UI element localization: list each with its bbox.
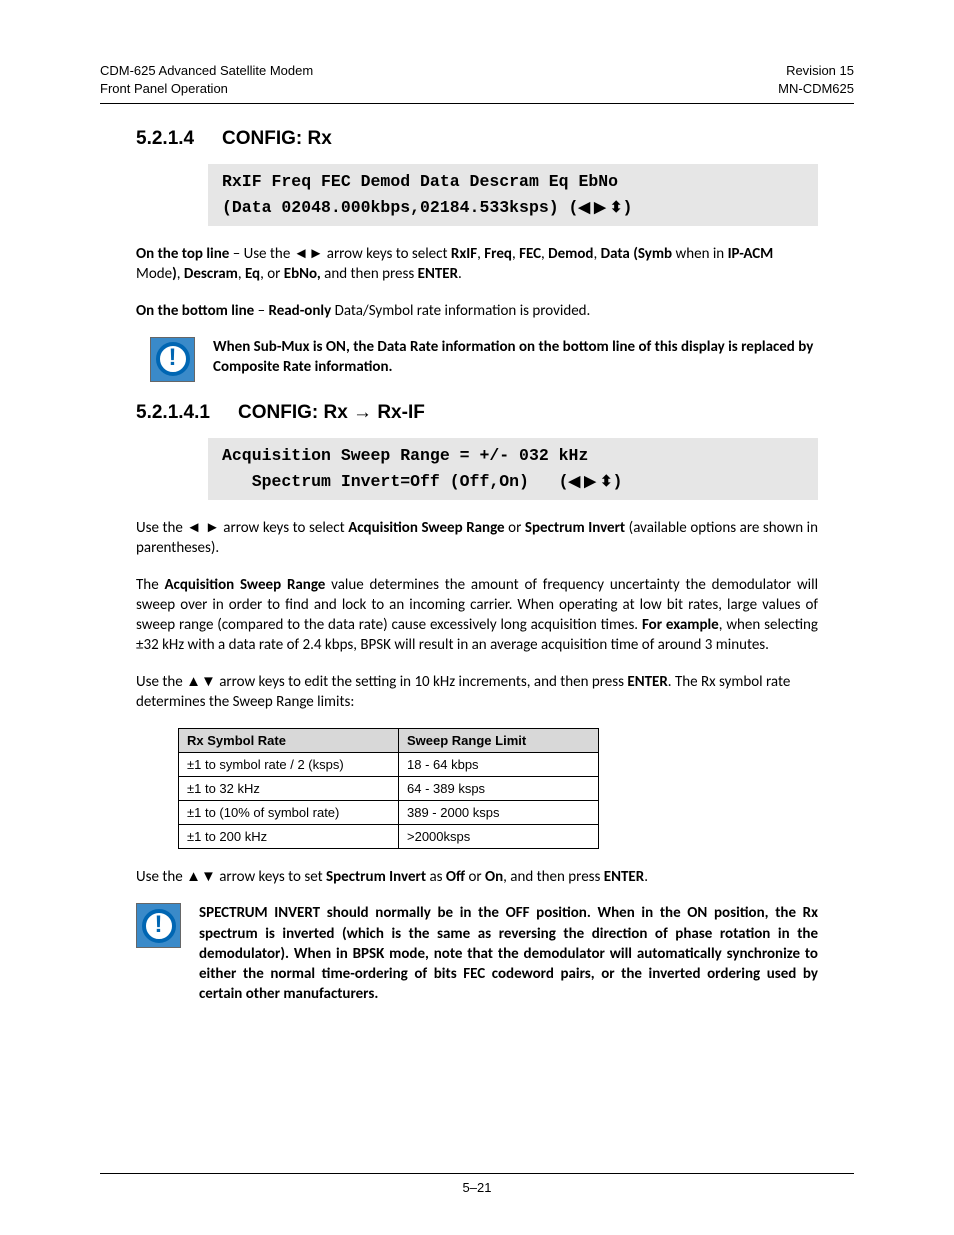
- text: Off: [446, 868, 465, 886]
- text: Spectrum Invert: [525, 519, 625, 537]
- table-row: ±1 to 200 kHz>2000ksps: [179, 825, 599, 849]
- text: .: [458, 265, 462, 283]
- text: Data (Symb: [601, 245, 672, 263]
- lcd-line1: Acquisition Sweep Range = +/- 032 kHz: [222, 446, 588, 465]
- cell: ±1 to 32 kHz: [179, 777, 399, 801]
- section-heading-rx-if: 5.2.1.4.1CONFIG: Rx → Rx-IF: [136, 402, 854, 424]
- paragraph-sweep: The Acquisition Sweep Range value determ…: [136, 575, 818, 656]
- text: Eq: [245, 265, 260, 283]
- note-text: When Sub-Mux is ON, the Data Rate inform…: [213, 337, 818, 378]
- text: ENTER: [418, 265, 458, 283]
- text: ENTER: [627, 673, 667, 691]
- table-row: ±1 to 32 kHz64 - 389 ksps: [179, 777, 599, 801]
- cell: ±1 to 200 kHz: [179, 825, 399, 849]
- cell: ±1 to symbol rate / 2 (ksps): [179, 753, 399, 777]
- section-number: 5.2.1.4: [136, 128, 222, 150]
- text: ,: [177, 265, 184, 283]
- section-number: 5.2.1.4.1: [136, 402, 238, 424]
- doc-section: Front Panel Operation: [100, 80, 313, 98]
- text: –: [254, 302, 268, 320]
- text: On the bottom line: [136, 302, 254, 320]
- lcd-display-rx: RxIF Freq FEC Demod Data Descram Eq EbNo…: [208, 164, 818, 226]
- table-row: ±1 to symbol rate / 2 (ksps)18 - 64 kbps: [179, 753, 599, 777]
- text: On: [485, 868, 503, 886]
- text: ,: [238, 265, 245, 283]
- text: Data/Symbol rate information is provided…: [331, 302, 590, 320]
- text: Use the ▲▼ arrow keys to edit the settin…: [136, 673, 627, 691]
- text: The: [136, 576, 164, 594]
- cell: 64 - 389 ksps: [399, 777, 599, 801]
- text: when in: [672, 245, 727, 263]
- paragraph-select: Use the ◄ ► arrow keys to select Acquisi…: [136, 518, 818, 559]
- section-title: CONFIG: Rx: [222, 128, 332, 149]
- page-number: 5–21: [463, 1180, 492, 1195]
- header-left: CDM-625 Advanced Satellite Modem Front P…: [100, 62, 313, 97]
- text: as: [426, 868, 446, 886]
- footer-rule: [100, 1173, 854, 1174]
- lcd-line2b: ): [622, 198, 632, 217]
- doc-title: CDM-625 Advanced Satellite Modem: [100, 62, 313, 80]
- text: ENTER: [604, 868, 644, 886]
- section-title: CONFIG: Rx → Rx-IF: [238, 402, 425, 423]
- page-header: CDM-625 Advanced Satellite Modem Front P…: [100, 62, 854, 97]
- text: or: [465, 868, 485, 886]
- text: Mode: [136, 265, 172, 283]
- table-header-row: Rx Symbol Rate Sweep Range Limit: [179, 729, 599, 753]
- text: – Use the ◄► arrow keys to select: [229, 245, 451, 263]
- text: Freq: [484, 245, 512, 263]
- alert-icon: !: [136, 903, 181, 948]
- cell: 18 - 64 kbps: [399, 753, 599, 777]
- text: or: [505, 519, 525, 537]
- note-submux: ! When Sub-Mux is ON, the Data Rate info…: [150, 337, 818, 382]
- text: FEC: [519, 245, 541, 263]
- note-spectrum-invert: ! SPECTRUM INVERT should normally be in …: [136, 903, 818, 1004]
- cell: 389 - 2000 ksps: [399, 801, 599, 825]
- lcd-display-rx-if: Acquisition Sweep Range = +/- 032 kHz Sp…: [208, 438, 818, 500]
- text: For example: [642, 616, 719, 634]
- arrow-icons: ◀ ▶ ⬍: [578, 199, 622, 216]
- text: ,: [593, 245, 600, 263]
- text: Acquisition Sweep Range: [164, 576, 325, 594]
- text: EbNo,: [284, 265, 321, 283]
- lcd-line2a: Spectrum Invert=Off (Off,On) (: [222, 472, 569, 491]
- arrow-icons: ◀ ▶ ⬍: [569, 473, 613, 490]
- header-rule: [100, 103, 854, 104]
- col-header-symbol-rate: Rx Symbol Rate: [179, 729, 399, 753]
- doc-id: MN-CDM625: [778, 80, 854, 98]
- paragraph-edit: Use the ▲▼ arrow keys to edit the settin…: [136, 672, 818, 713]
- lcd-line1: RxIF Freq FEC Demod Data Descram Eq EbNo: [222, 172, 618, 191]
- page-footer: 5–21: [0, 1173, 954, 1195]
- table-row: ±1 to (10% of symbol rate)389 - 2000 ksp…: [179, 801, 599, 825]
- alert-icon: !: [150, 337, 195, 382]
- lcd-line2a: (Data 02048.000kbps,02184.533ksps) (: [222, 198, 578, 217]
- note-text: SPECTRUM INVERT should normally be in th…: [199, 903, 818, 1004]
- text: Read-only: [268, 302, 331, 320]
- text: and then press: [321, 265, 418, 283]
- cell: ±1 to (10% of symbol rate): [179, 801, 399, 825]
- header-right: Revision 15 MN-CDM625: [778, 62, 854, 97]
- text: .: [644, 868, 648, 886]
- text: Acquisition Sweep Range: [348, 519, 504, 537]
- text: Spectrum Invert: [326, 868, 426, 886]
- section-heading-config-rx: 5.2.1.4CONFIG: Rx: [136, 128, 854, 150]
- paragraph-top-line: On the top line – Use the ◄► arrow keys …: [136, 244, 818, 285]
- sweep-range-table: Rx Symbol Rate Sweep Range Limit ±1 to s…: [178, 728, 599, 849]
- text: Use the ◄ ► arrow keys to select: [136, 519, 348, 537]
- doc-revision: Revision 15: [778, 62, 854, 80]
- text: Use the ▲▼ arrow keys to set: [136, 868, 326, 886]
- paragraph-bottom-line: On the bottom line – Read-only Data/Symb…: [136, 301, 818, 321]
- text: On the top line: [136, 245, 229, 263]
- text: , and then press: [503, 868, 604, 886]
- text: RxIF: [451, 245, 477, 263]
- lcd-line2b: ): [613, 472, 623, 491]
- text: IP-ACM: [728, 245, 774, 263]
- cell: >2000ksps: [399, 825, 599, 849]
- paragraph-spectrum-invert: Use the ▲▼ arrow keys to set Spectrum In…: [136, 867, 818, 887]
- text: Descram: [184, 265, 238, 283]
- text: , or: [260, 265, 284, 283]
- col-header-sweep-limit: Sweep Range Limit: [399, 729, 599, 753]
- text: Demod: [548, 245, 593, 263]
